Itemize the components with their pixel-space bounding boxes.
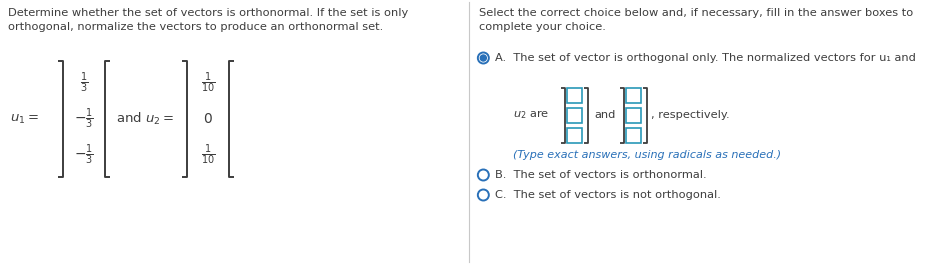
Text: $\frac{1}{10}$: $\frac{1}{10}$ <box>201 143 215 167</box>
Bar <box>567 107 583 122</box>
Text: $u_2$ are: $u_2$ are <box>513 109 549 121</box>
Text: $\frac{1}{10}$: $\frac{1}{10}$ <box>201 71 215 95</box>
Text: $-\frac{1}{3}$: $-\frac{1}{3}$ <box>74 143 94 167</box>
Bar <box>567 87 583 102</box>
Text: $-\frac{1}{3}$: $-\frac{1}{3}$ <box>74 107 94 131</box>
Text: $u_1 =$: $u_1 =$ <box>10 112 39 126</box>
Bar <box>626 107 642 122</box>
Text: A.  The set of vector is orthogonal only. The normalized vectors for u₁ and: A. The set of vector is orthogonal only.… <box>495 53 916 63</box>
Bar <box>567 128 583 143</box>
Circle shape <box>481 55 486 61</box>
Bar <box>626 128 642 143</box>
Text: C.  The set of vectors is not orthogonal.: C. The set of vectors is not orthogonal. <box>495 190 722 200</box>
Text: , respectively.: , respectively. <box>651 110 730 120</box>
Bar <box>626 87 642 102</box>
Text: Determine whether the set of vectors is orthonormal. If the set is only
orthogon: Determine whether the set of vectors is … <box>8 8 408 32</box>
Text: Select the correct choice below and, if necessary, fill in the answer boxes to
c: Select the correct choice below and, if … <box>480 8 914 32</box>
Text: $\frac{1}{3}$: $\frac{1}{3}$ <box>80 71 89 95</box>
Text: $0$: $0$ <box>203 112 213 126</box>
Text: and $u_2 =$: and $u_2 =$ <box>116 111 174 127</box>
Text: and: and <box>594 110 616 120</box>
Text: B.  The set of vectors is orthonormal.: B. The set of vectors is orthonormal. <box>495 170 707 180</box>
Text: (Type exact answers, using radicals as needed.): (Type exact answers, using radicals as n… <box>513 150 782 160</box>
